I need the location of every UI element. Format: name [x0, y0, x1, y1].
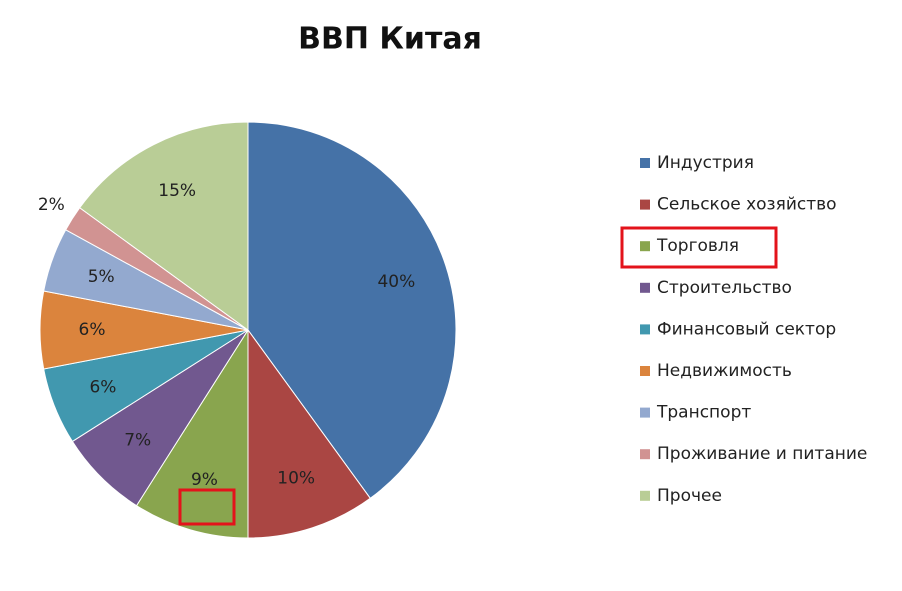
legend-swatch [640, 282, 650, 293]
chart-title: ВВП Китая [298, 22, 482, 57]
legend-swatch [640, 407, 650, 418]
legend-swatch [640, 324, 650, 335]
pie-slice [79, 121, 249, 331]
pie-slice [247, 121, 457, 499]
data-label: 2% [38, 195, 65, 215]
legend-swatch [640, 158, 650, 168]
legend-label: Индустрия [657, 153, 754, 173]
legend-swatch [640, 449, 650, 460]
legend-label: Прочее [657, 486, 722, 506]
data-label: 6% [79, 320, 106, 340]
legend-swatch [640, 366, 650, 376]
legend-label: Сельское хозяйство [657, 195, 837, 215]
pie-slice [247, 328, 371, 539]
data-label: 40% [377, 272, 415, 292]
data-label: 5% [88, 267, 115, 287]
data-label: 15% [158, 181, 196, 201]
highlight-box [620, 226, 778, 269]
legend-label: Торговля [656, 236, 739, 256]
legend-label: Строительство [657, 278, 792, 298]
legend-label: Транспорт [656, 403, 751, 423]
data-label: 6% [89, 377, 116, 397]
legend: Индустрия Сельское хозяйство Торговля Строи… [640, 153, 867, 506]
legend-swatch [640, 199, 650, 210]
legend-label: Проживание и питание [657, 444, 867, 464]
pie-slice [135, 328, 249, 539]
data-label: 9% [191, 470, 218, 490]
legend-label: Недвижимость [657, 361, 792, 381]
legend-label: Финансовый сектор [657, 319, 836, 339]
highlight-box [178, 488, 236, 526]
data-label: 7% [124, 430, 151, 450]
data-label: 10% [277, 468, 315, 488]
legend-swatch [640, 490, 650, 501]
legend-swatch [640, 241, 650, 252]
pie: 40% 10% 9% 7% 6% 6% 5% 2% 15% [38, 121, 457, 539]
